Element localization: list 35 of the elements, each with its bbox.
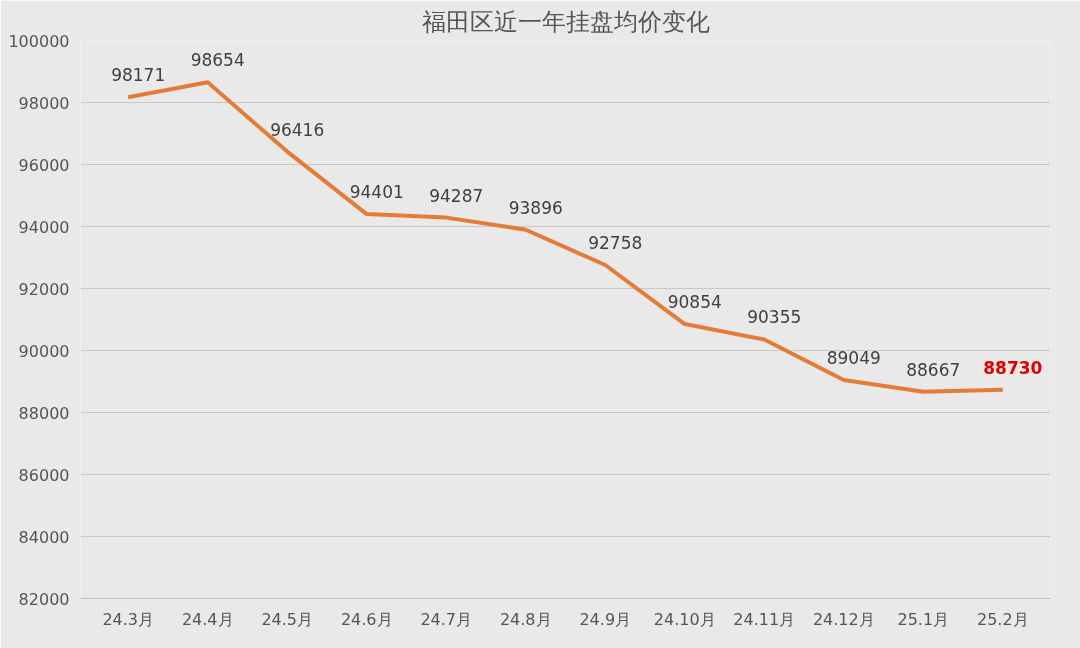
data-label: 96416 <box>270 119 325 140</box>
x-tick-label: 24.9月 <box>579 609 632 629</box>
x-tick-label: 24.12月 <box>812 609 875 629</box>
y-tick-label: 86000 <box>18 465 70 485</box>
x-tick-label: 24.8月 <box>499 609 552 629</box>
y-tick-label: 88000 <box>18 403 70 423</box>
y-tick-label: 96000 <box>18 155 70 175</box>
y-tick-label: 82000 <box>18 589 70 609</box>
y-tick-label: 100000 <box>8 31 70 51</box>
x-tick-label: 24.11月 <box>733 609 796 629</box>
y-tick-label: 94000 <box>18 217 70 237</box>
x-tick-label: 25.2月 <box>976 609 1029 629</box>
data-label: 90355 <box>747 307 802 328</box>
x-tick-label: 25.1月 <box>897 609 950 629</box>
y-tick-label: 90000 <box>18 341 70 361</box>
x-tick-label: 24.4月 <box>181 609 234 629</box>
data-label: 98171 <box>111 65 166 86</box>
y-tick-label: 92000 <box>18 279 70 299</box>
data-label: 90854 <box>667 292 722 313</box>
data-label: 89049 <box>826 347 881 368</box>
x-tick-label: 24.5月 <box>261 609 314 629</box>
y-tick-label: 84000 <box>18 527 70 547</box>
data-label: 92758 <box>588 233 643 253</box>
data-label: 94287 <box>429 185 484 206</box>
x-tick-label: 24.3月 <box>102 609 155 629</box>
data-label: 88667 <box>906 359 961 380</box>
data-label: 98654 <box>190 50 245 71</box>
chart-title: 福田区近一年挂盘均价变化 <box>421 7 710 36</box>
data-label: 88730 <box>983 357 1043 378</box>
x-tick-label: 24.7月 <box>420 609 473 629</box>
y-tick-label: 98000 <box>18 93 70 113</box>
x-tick-label: 24.6月 <box>340 609 393 629</box>
data-label: 94401 <box>349 182 404 203</box>
x-tick-label: 24.10月 <box>653 609 716 629</box>
data-label: 93896 <box>508 197 563 218</box>
